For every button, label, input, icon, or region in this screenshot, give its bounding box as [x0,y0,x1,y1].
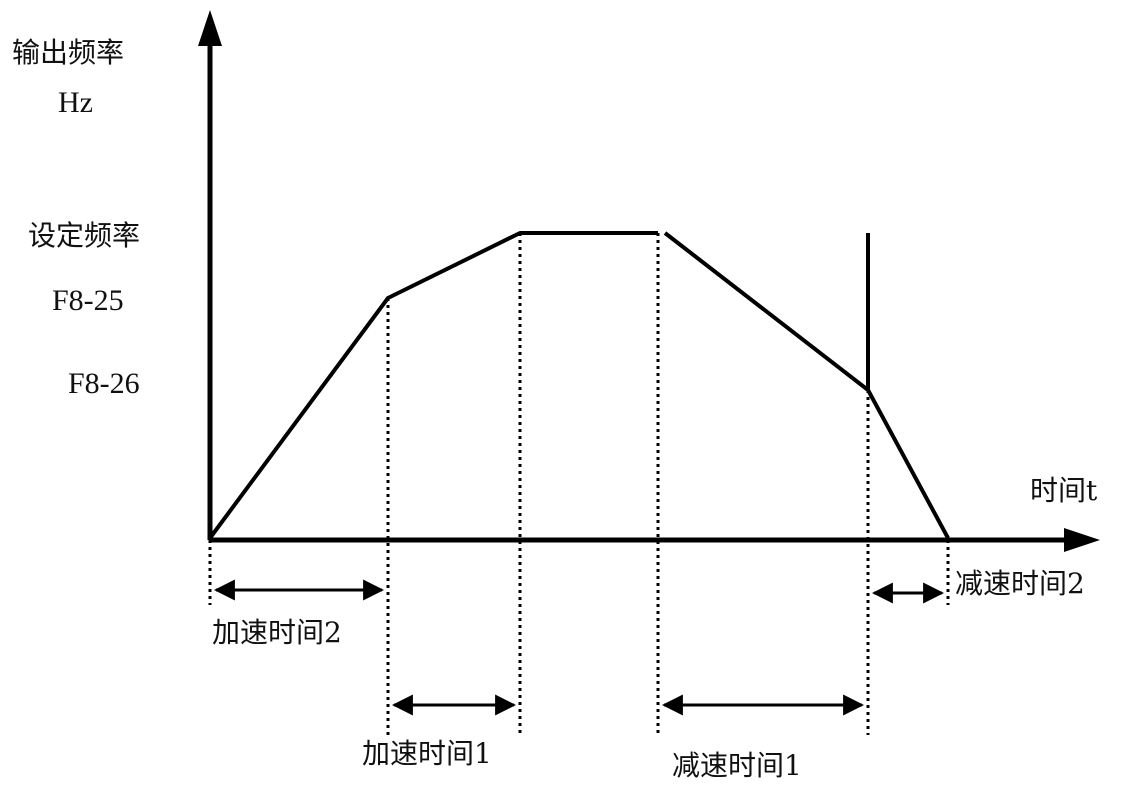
f8-25-label: F8-25 [52,284,124,317]
y-axis-arrowhead [198,10,222,46]
set-frequency-label: 设定频率 [28,219,140,252]
y-axis-label: 输出频率 [12,36,124,69]
accel-time-1-label: 加速时间1 [362,737,492,770]
frequency-profile-decel [665,233,948,538]
accel-time-2-label: 加速时间2 [212,616,342,649]
x-axis-arrowhead [1064,528,1100,552]
decel-time-2-label: 减速时间2 [955,567,1085,600]
guide-lines [210,233,948,735]
y-axis-unit: Hz [58,86,93,119]
decel-time-1-label: 减速时间1 [672,749,802,782]
f8-26-label: F8-26 [68,367,140,400]
x-axis-label: 时间t [1030,474,1098,507]
frequency-profile-accel [210,233,658,538]
